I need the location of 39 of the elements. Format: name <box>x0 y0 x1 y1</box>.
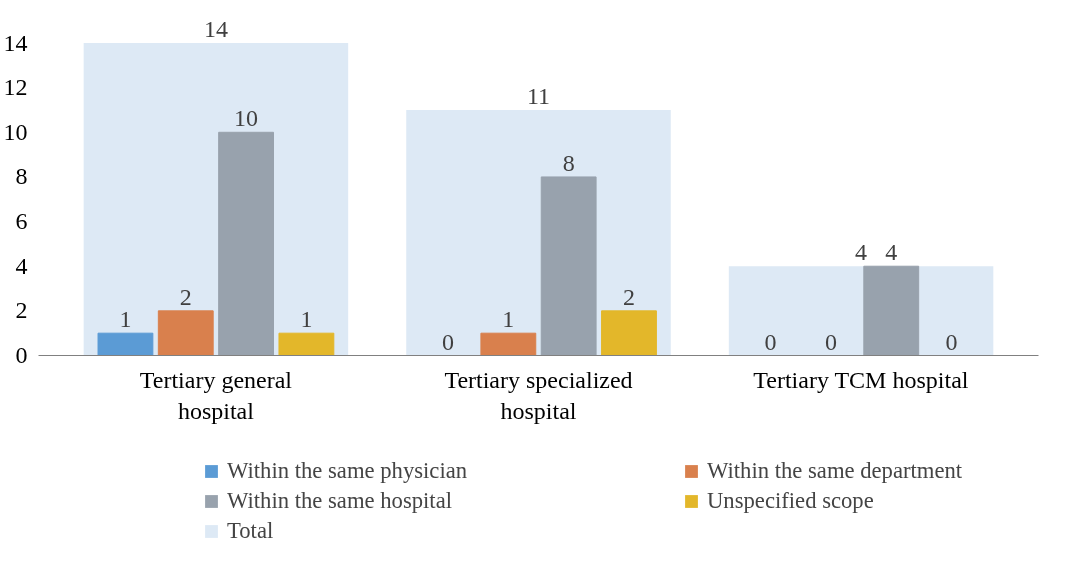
data-label: 0 <box>824 328 837 355</box>
legend-label: Within the same department <box>707 458 964 484</box>
data-label: 14 <box>203 16 228 42</box>
data-label: 10 <box>234 105 259 132</box>
bar <box>601 310 657 356</box>
data-label: 1 <box>502 306 515 333</box>
y-tick-label: 10 <box>3 118 28 145</box>
legend-label: Total <box>227 518 275 544</box>
y-tick-label: 14 <box>3 29 28 56</box>
y-tick-label: 4 <box>15 252 28 279</box>
bar <box>157 310 214 356</box>
bar <box>480 332 537 356</box>
y-tick-label: 0 <box>15 342 28 368</box>
legend-label: Within the same hospital <box>227 488 453 514</box>
bar <box>278 332 335 356</box>
bar <box>863 265 920 356</box>
legend-label: Unspecified scope <box>707 488 875 514</box>
data-label: 8 <box>562 149 575 176</box>
data-label: 11 <box>526 82 551 109</box>
data-label: 0 <box>945 328 958 355</box>
legend-label: Within the same physician <box>227 458 469 484</box>
data-label: 2 <box>622 283 635 310</box>
data-label: 0 <box>442 328 455 355</box>
data-label: 1 <box>300 306 313 333</box>
data-label: 4 <box>885 239 898 266</box>
data-label: 0 <box>764 328 777 355</box>
y-tick-label: 6 <box>15 208 28 235</box>
data-label: 4 <box>855 239 868 266</box>
bar <box>97 332 154 356</box>
x-tick-label: Tertiary general hospital <box>139 366 293 424</box>
y-tick-label: 8 <box>15 163 28 190</box>
x-tick-label: Tertiary TCM hospital <box>753 366 969 393</box>
bar <box>218 131 274 356</box>
bar <box>540 176 597 356</box>
y-tick-label: 2 <box>15 297 28 324</box>
data-label: 2 <box>179 283 192 310</box>
data-label: 1 <box>119 306 132 333</box>
x-tick-label: Tertiary specialized hospital <box>444 366 633 424</box>
y-tick-label: 12 <box>3 74 28 101</box>
